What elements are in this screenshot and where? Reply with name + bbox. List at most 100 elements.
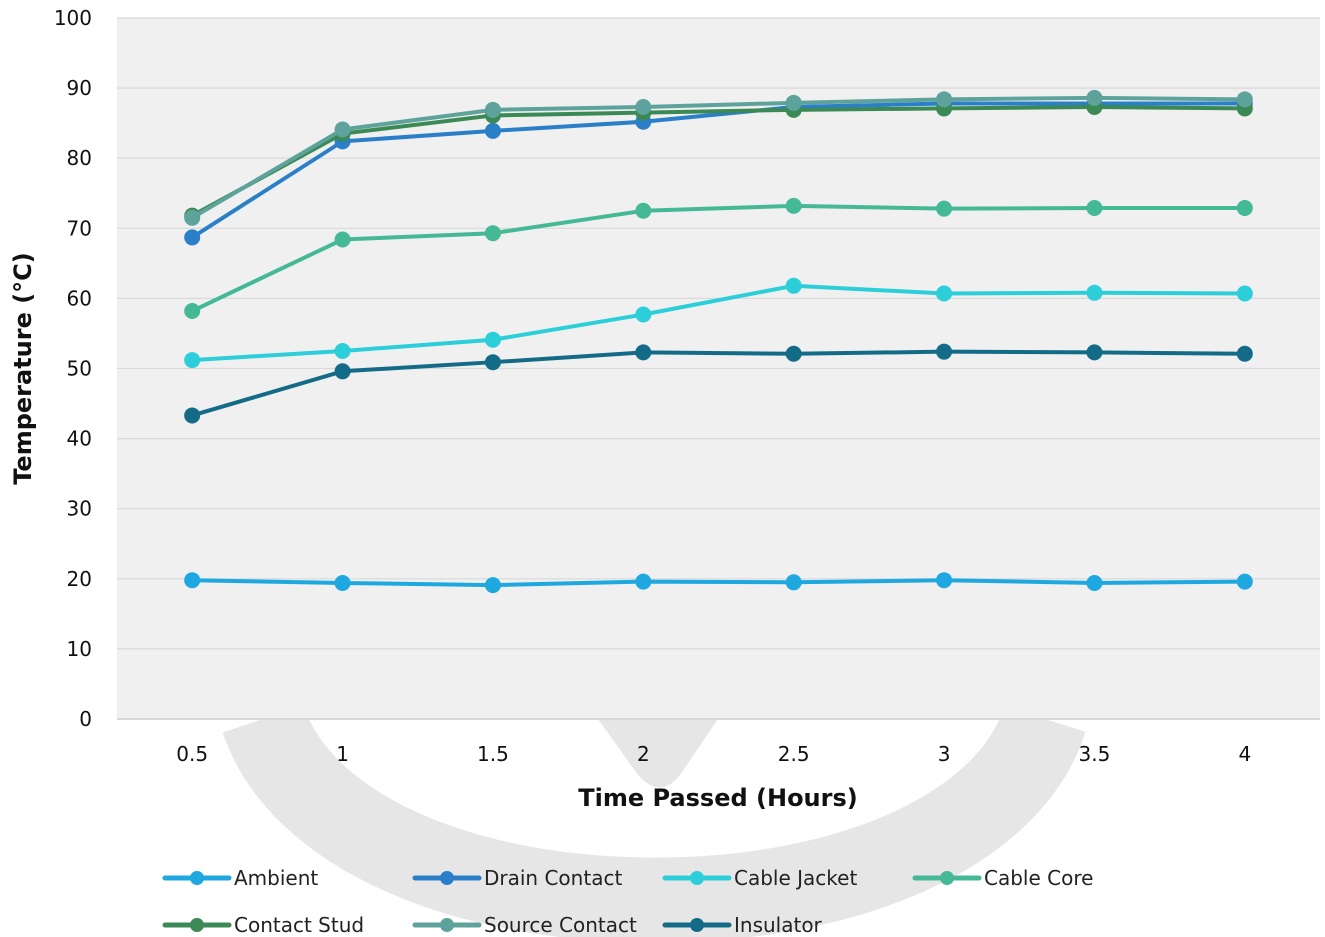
series-insulator [184, 343, 1253, 424]
data-point [334, 231, 351, 248]
y-tick-label: 20 [67, 567, 92, 591]
data-point [936, 572, 953, 589]
data-point [184, 352, 201, 369]
data-point [334, 575, 351, 592]
y-tick-label: 50 [67, 357, 92, 381]
legend-swatch-marker [440, 871, 454, 885]
y-tick-label: 80 [67, 146, 92, 170]
data-point [936, 285, 953, 302]
x-tick-label: 4 [1238, 742, 1251, 766]
data-point [484, 577, 501, 594]
data-point [785, 94, 802, 111]
x-tick-label: 0.5 [176, 742, 208, 766]
data-point [936, 200, 953, 217]
y-tick-label: 60 [67, 286, 92, 310]
data-point [184, 303, 201, 320]
legend-swatch-marker [690, 918, 704, 932]
x-tick-label: 3.5 [1079, 742, 1111, 766]
data-point [1236, 199, 1253, 216]
series-line [190, 95, 1247, 220]
data-point [484, 225, 501, 242]
series-source-contact [184, 89, 1253, 226]
data-point [1086, 199, 1103, 216]
data-point [184, 209, 201, 226]
data-point [635, 202, 652, 219]
series-line [190, 105, 1247, 218]
legend-item: Ambient [162, 866, 318, 890]
data-point [785, 277, 802, 294]
y-tick-label: 70 [67, 216, 92, 240]
legend-swatch-marker [690, 871, 704, 885]
legend-item: Source Contact [412, 913, 637, 937]
data-point [334, 363, 351, 380]
data-point [1236, 91, 1253, 108]
data-point [184, 229, 201, 246]
x-tick-label: 1.5 [477, 742, 509, 766]
y-tick-label: 40 [67, 427, 92, 451]
legend-label: Ambient [234, 866, 318, 890]
data-point [184, 572, 201, 589]
legend-swatch-marker [190, 871, 204, 885]
data-point [334, 121, 351, 138]
y-tick-label: 30 [67, 497, 92, 521]
y-tick-label: 100 [54, 6, 92, 30]
legend-label: Source Contact [484, 913, 637, 937]
legend-label: Contact Stud [234, 913, 364, 937]
data-point [484, 331, 501, 348]
data-point [635, 99, 652, 116]
legend-swatch-marker [190, 918, 204, 932]
x-tick-label: 1 [336, 742, 349, 766]
series-line [190, 349, 1247, 418]
legend-label: Cable Jacket [734, 866, 857, 890]
data-point [334, 342, 351, 359]
gridlines [117, 17, 1320, 720]
y-axis-ticks: 0 10 20 30 40 50 60 70 80 90 100 [54, 6, 92, 731]
watermark-arc [222, 703, 1086, 937]
data-point [785, 574, 802, 591]
series-cable-jacket [184, 277, 1253, 369]
data-point [635, 573, 652, 590]
data-point [785, 197, 802, 214]
series-line [190, 578, 1247, 588]
data-point [184, 407, 201, 424]
series-line [190, 101, 1247, 240]
data-point [484, 101, 501, 118]
series-line [190, 283, 1247, 363]
data-point [1236, 573, 1253, 590]
x-tick-label: 2.5 [778, 742, 810, 766]
legend-item: Drain Contact [412, 866, 622, 890]
data-point [484, 354, 501, 371]
legend-item: Contact Stud [162, 913, 364, 937]
data-point [1236, 285, 1253, 302]
data-point [635, 344, 652, 361]
data-point [1236, 345, 1253, 362]
data-point [1086, 89, 1103, 106]
y-tick-label: 0 [79, 707, 92, 731]
data-point [1086, 575, 1103, 592]
legend-item: Cable Jacket [662, 866, 857, 890]
data-point [936, 91, 953, 108]
legend-swatch-marker [940, 871, 954, 885]
data-point [635, 306, 652, 323]
legend-swatch-marker [440, 918, 454, 932]
series-line [190, 203, 1247, 314]
series-group [184, 89, 1253, 594]
x-tick-label: 2 [637, 742, 650, 766]
data-point [936, 343, 953, 360]
legend-label: Cable Core [984, 866, 1093, 890]
data-point [785, 345, 802, 362]
x-tick-label: 3 [938, 742, 951, 766]
legend-item: Insulator [662, 913, 823, 937]
y-axis-title: Temperature (°C) [9, 252, 37, 485]
series-cable-core [184, 197, 1253, 320]
legend-label: Insulator [734, 913, 823, 937]
series-ambient [184, 572, 1253, 594]
legend: Ambient Drain Contact Cable Jacket Cable Co… [162, 866, 1093, 937]
x-axis-ticks: 0.5 1 1.5 2 2.5 3 3.5 4 [176, 742, 1251, 766]
x-axis-title: Time Passed (Hours) [578, 784, 857, 812]
legend-label: Drain Contact [484, 866, 622, 890]
watermark-notch [598, 719, 718, 788]
watermark-logo [222, 703, 1086, 937]
data-point [1086, 284, 1103, 301]
